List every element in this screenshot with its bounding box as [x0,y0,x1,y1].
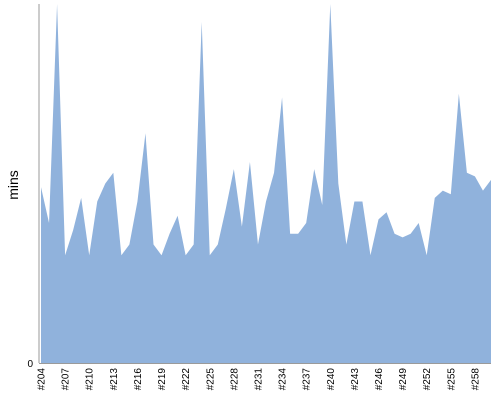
x-tick-label: #246 [374,368,385,391]
x-tick-label: #213 [109,368,120,391]
y-axis-title: mins [5,170,21,200]
x-tick-label: #240 [326,368,337,391]
x-tick-label: #204 [37,368,48,391]
x-tick-label: #234 [278,368,289,391]
y-tick-label: 0 [27,359,33,370]
x-tick-label: #228 [229,368,240,391]
x-tick-labels: #204 #207 #210 #213 #216 #219 #222 #225 #228 #231… [37,368,482,391]
y-tick-labels: 0 [27,359,33,370]
series-area-0 [41,4,491,363]
x-tick-label: #219 [157,368,168,391]
x-tick-label: #210 [85,368,96,391]
x-tick-label: #222 [181,368,192,391]
x-tick-label: #207 [61,368,72,391]
x-tick-label: #225 [205,368,216,391]
x-tick-label: #255 [446,368,457,391]
x-tick-label: #231 [253,368,264,391]
x-tick-label: #249 [398,368,409,391]
x-tick-label: #243 [350,368,361,391]
x-tick-label: #237 [302,368,313,391]
x-tick-label: #252 [422,368,433,391]
x-tick-label: #258 [470,368,481,391]
series-area-layer [41,4,491,363]
x-tick-label: #216 [133,368,144,391]
